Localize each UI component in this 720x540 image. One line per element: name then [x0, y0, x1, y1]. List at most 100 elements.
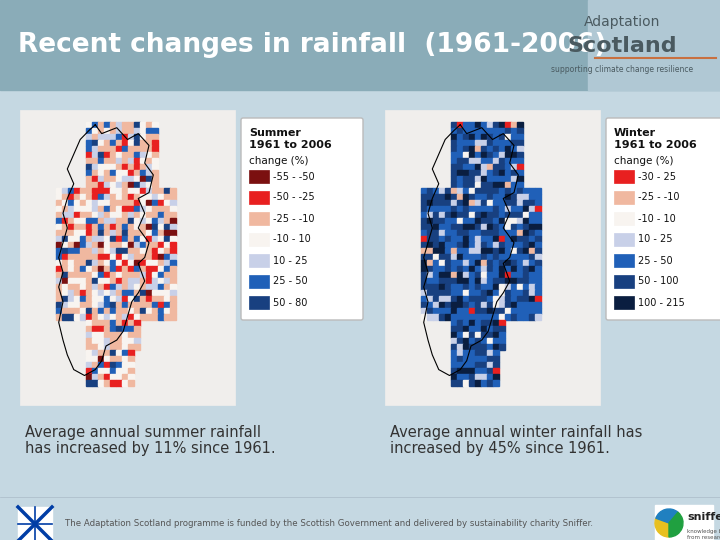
Bar	[134, 218, 140, 224]
Bar	[56, 278, 61, 284]
Bar	[523, 272, 528, 278]
Bar	[92, 332, 97, 338]
Bar	[529, 230, 534, 235]
Bar	[146, 158, 151, 164]
Bar	[517, 194, 523, 199]
Bar	[451, 200, 456, 206]
Bar	[505, 206, 510, 212]
Bar	[80, 248, 86, 253]
Bar	[451, 128, 456, 133]
Bar	[451, 122, 456, 127]
Bar	[98, 254, 104, 260]
Bar	[104, 362, 109, 368]
Bar	[128, 338, 133, 343]
Bar	[116, 152, 122, 158]
Bar	[481, 194, 487, 199]
Bar	[104, 356, 109, 361]
Bar	[421, 194, 426, 199]
Bar	[421, 242, 426, 247]
Bar	[152, 296, 158, 301]
Bar	[445, 218, 451, 224]
Bar	[475, 218, 480, 224]
Text: -55 - -50: -55 - -50	[273, 172, 315, 181]
Bar	[74, 272, 79, 278]
Bar	[493, 254, 498, 260]
Bar	[116, 254, 122, 260]
Bar	[457, 230, 462, 235]
Bar	[463, 296, 469, 301]
Bar	[146, 266, 151, 272]
Bar	[517, 170, 523, 176]
Bar	[523, 248, 528, 253]
Bar	[134, 284, 140, 289]
Bar	[62, 224, 68, 230]
Bar	[427, 248, 433, 253]
Bar	[469, 188, 474, 193]
Bar	[469, 152, 474, 158]
Bar	[427, 302, 433, 307]
Bar	[249, 212, 269, 225]
Bar	[451, 344, 456, 349]
Bar	[110, 218, 115, 224]
Bar	[74, 230, 79, 235]
Bar	[511, 176, 516, 181]
Bar	[463, 224, 469, 230]
Bar	[134, 332, 140, 338]
Bar	[487, 140, 492, 145]
Bar	[116, 170, 122, 176]
Bar	[451, 290, 456, 295]
Bar	[146, 248, 151, 253]
Bar	[475, 194, 480, 199]
Bar	[122, 368, 127, 374]
Bar	[68, 230, 73, 235]
Bar	[499, 296, 505, 301]
Bar	[164, 188, 169, 193]
Bar	[104, 140, 109, 145]
Bar	[128, 362, 133, 368]
Bar	[421, 236, 426, 241]
Bar	[104, 176, 109, 181]
Bar	[469, 236, 474, 241]
Bar	[110, 254, 115, 260]
Bar	[511, 260, 516, 266]
Bar	[92, 296, 97, 301]
Bar	[98, 314, 104, 320]
Bar	[439, 266, 444, 272]
Bar	[0, 90, 720, 540]
Bar	[158, 266, 163, 272]
Bar	[116, 158, 122, 164]
Bar	[116, 368, 122, 374]
Bar	[499, 146, 505, 152]
Bar	[493, 176, 498, 181]
Bar	[80, 290, 86, 295]
Bar	[505, 314, 510, 320]
Bar	[529, 290, 534, 295]
Bar	[116, 176, 122, 181]
Bar	[116, 200, 122, 206]
Bar	[74, 296, 79, 301]
Bar	[62, 308, 68, 314]
Bar	[152, 314, 158, 320]
Bar	[74, 254, 79, 260]
Bar	[529, 260, 534, 266]
Bar	[164, 194, 169, 199]
Bar	[80, 236, 86, 241]
Bar	[170, 200, 176, 206]
Bar	[421, 188, 426, 193]
Bar	[152, 194, 158, 199]
Bar	[469, 362, 474, 368]
Bar	[56, 218, 61, 224]
Bar	[469, 350, 474, 355]
Bar	[469, 344, 474, 349]
Bar	[469, 272, 474, 278]
Bar	[68, 302, 73, 307]
Bar	[122, 248, 127, 253]
Bar	[511, 248, 516, 253]
Bar	[146, 230, 151, 235]
Bar	[86, 158, 91, 164]
Bar	[493, 290, 498, 295]
Bar	[86, 224, 91, 230]
Bar	[433, 188, 438, 193]
Bar	[128, 320, 133, 326]
Bar	[116, 266, 122, 272]
